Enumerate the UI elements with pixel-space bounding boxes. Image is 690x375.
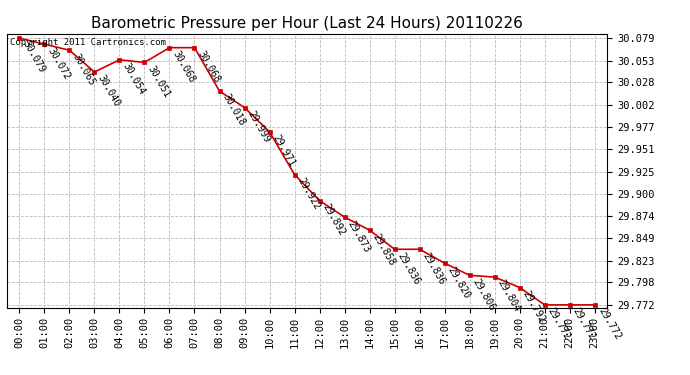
Title: Barometric Pressure per Hour (Last 24 Hours) 20110226: Barometric Pressure per Hour (Last 24 Ho… (91, 16, 523, 31)
Text: 30.054: 30.054 (121, 61, 147, 97)
Text: 30.068: 30.068 (196, 49, 222, 85)
Text: 29.772: 29.772 (596, 306, 622, 342)
Text: 30.040: 30.040 (96, 74, 122, 109)
Text: 29.836: 29.836 (421, 251, 447, 286)
Text: 29.999: 29.999 (246, 109, 272, 144)
Text: 29.922: 29.922 (296, 176, 322, 212)
Text: 29.772: 29.772 (546, 306, 572, 342)
Text: 29.836: 29.836 (396, 251, 422, 286)
Text: 29.971: 29.971 (271, 134, 297, 169)
Text: 30.051: 30.051 (146, 64, 172, 99)
Text: 30.018: 30.018 (221, 93, 247, 128)
Text: 29.772: 29.772 (571, 306, 598, 342)
Text: 29.892: 29.892 (321, 202, 347, 237)
Text: 30.072: 30.072 (46, 46, 72, 81)
Text: 29.792: 29.792 (521, 289, 547, 324)
Text: Copyright 2011 Cartronics.com: Copyright 2011 Cartronics.com (10, 38, 166, 47)
Text: 29.820: 29.820 (446, 265, 472, 300)
Text: 29.806: 29.806 (471, 277, 497, 312)
Text: 30.068: 30.068 (171, 49, 197, 85)
Text: 29.873: 29.873 (346, 219, 372, 254)
Text: 30.079: 30.079 (21, 39, 47, 75)
Text: 30.065: 30.065 (71, 52, 97, 87)
Text: 29.804: 29.804 (496, 279, 522, 314)
Text: 29.858: 29.858 (371, 231, 397, 267)
